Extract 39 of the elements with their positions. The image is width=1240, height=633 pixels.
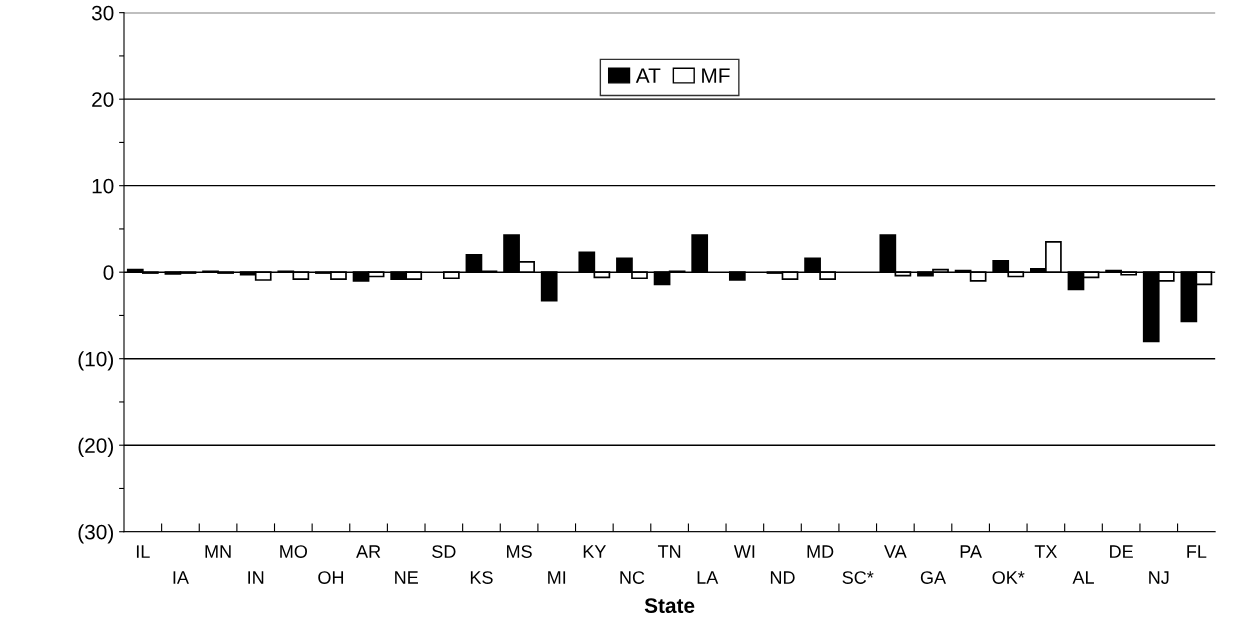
y-tick-label: (10) — [78, 351, 113, 371]
x-tick-label: VA — [884, 545, 907, 558]
y-tick-label: 10 — [92, 178, 114, 194]
x-tick-label: MI — [548, 571, 566, 584]
x-tick-label: SC* — [842, 571, 874, 584]
x-tick-label: NJ — [1149, 571, 1169, 584]
x-tick-label: PA — [960, 545, 982, 558]
x-axis-title: State — [644, 598, 695, 613]
x-tick-label: WI — [733, 545, 755, 558]
x-tick-label: MN — [205, 545, 231, 558]
x-tick-label: AR — [356, 545, 381, 558]
x-tick-label: LA — [697, 571, 719, 584]
legend-label: MF — [702, 68, 730, 83]
legend-label: AT — [635, 68, 661, 83]
x-tick-label: IN — [248, 571, 264, 584]
x-tick-label: TN — [657, 545, 681, 558]
x-tick-label: KY — [583, 545, 606, 558]
x-tick-label: MO — [280, 545, 307, 558]
y-tick-label: 20 — [92, 92, 114, 107]
x-tick-label: NC — [620, 571, 645, 584]
x-tick-label: KS — [470, 571, 493, 584]
x-tick-label: IA — [173, 571, 189, 584]
y-tick-label: 0 — [103, 265, 114, 280]
x-tick-label: FL — [1187, 545, 1207, 558]
x-tick-label: TX — [1034, 545, 1058, 558]
x-tick-label: GA — [920, 571, 946, 584]
x-tick-label: SD — [432, 545, 456, 558]
y-tick-label: (30) — [78, 524, 113, 544]
x-tick-label: IL — [136, 545, 150, 558]
x-tick-label: OK* — [992, 571, 1025, 584]
y-tick-label: 30 — [91, 5, 114, 21]
x-tick-label: NE — [395, 571, 418, 584]
x-tick-label: DE — [1110, 545, 1133, 558]
x-tick-label: MD — [807, 545, 834, 558]
y-tick-label: (20) — [78, 437, 113, 458]
x-tick-label: OH — [318, 571, 344, 584]
x-tick-label: ND — [770, 571, 795, 584]
x-tick-label: AL — [1072, 571, 1094, 584]
x-tick-label: MS — [507, 545, 532, 558]
